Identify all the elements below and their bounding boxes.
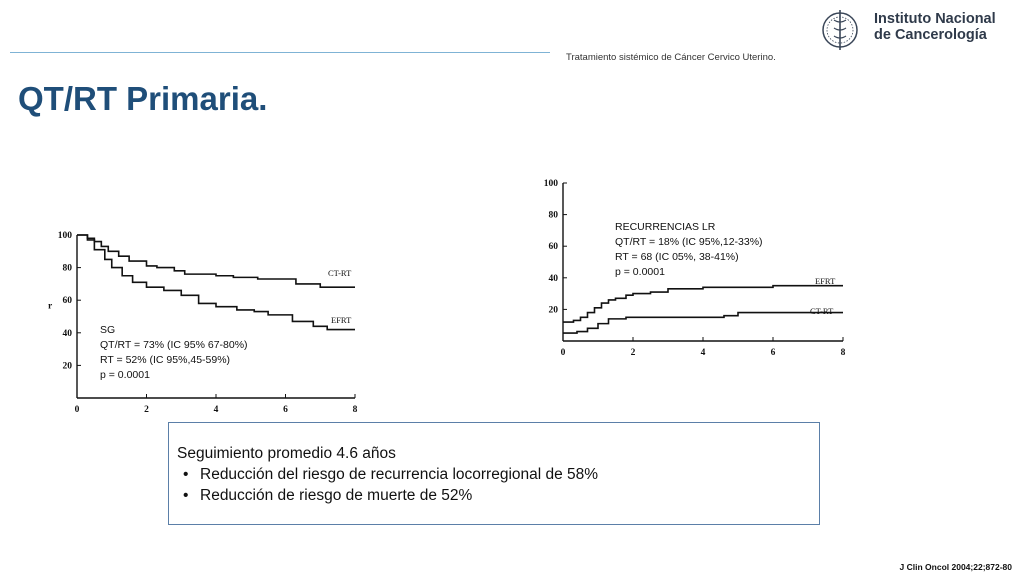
x-tick-label: 2 [144,405,149,415]
series-line-ct-rt [77,234,355,288]
x-tick-label: 6 [283,405,288,415]
y-tick-label: 60 [549,242,559,252]
summary-bullet: Reducción de riesgo de muerte de 52% [177,485,819,506]
survival-annotation: SG QT/RT = 73% (IC 95% 67-80%) RT = 52% … [100,323,248,383]
x-tick-label: 0 [561,348,566,358]
y-tick-label: 20 [63,361,73,371]
caduceus-seal-icon [822,10,858,50]
recurrence-annotation: RECURRENCIAS LR QT/RT = 18% (IC 95%,12-3… [615,220,763,280]
summary-heading: Seguimiento promedio 4.6 años [177,445,396,462]
y-tick-label: 100 [58,231,73,241]
institution-name-line1: Instituto Nacional [874,11,996,27]
x-tick-label: 4 [701,348,706,358]
header-rule [10,52,550,53]
recurrence-chart: 20 40 60 80 100 0 2 4 6 8 EFRT CT-RT [544,179,846,358]
y-tick-label: 40 [63,329,73,339]
x-tick-label: 0 [75,405,80,415]
recurrence-annotation-line: RECURRENCIAS LR [615,221,716,233]
summary-list: Reducción del riesgo de recurrencia loco… [177,464,819,506]
survival-chart: 20 40 60 80 100 0 2 4 6 8 r CT-RT EFRT [48,231,358,415]
institution-logo: Instituto Nacional de Cancerología [820,6,1010,52]
survival-annotation-line: SG [100,324,116,336]
survival-annotation-line: QT/RT = 73% (IC 95% 67-80%) [100,339,248,351]
x-tick-label: 6 [771,348,776,358]
y-tick-label: 20 [549,305,559,315]
slide-subtitle: Tratamiento sistémico de Cáncer Cervico … [566,52,776,63]
page-title: QT/RT Primaria. [18,80,268,117]
x-tick-label: 8 [353,405,358,415]
y-tick-label: 100 [544,179,559,189]
series-label-ct-rt: CT-RT [810,306,834,316]
recurrence-annotation-line: QT/RT = 18% (IC 95%,12-33%) [615,236,763,248]
recurrence-annotation-line: RT = 68 (IC 05%, 38-41%) [615,251,739,263]
summary-bullet: Reducción del riesgo de recurrencia loco… [177,464,819,485]
series-label-efrt: EFRT [815,276,836,286]
y-tick-label: 80 [549,211,559,221]
y-tick-label: 60 [63,296,73,306]
x-tick-label: 4 [214,405,219,415]
series-label-ct-rt: CT-RT [328,268,352,278]
x-tick-label: 8 [841,348,846,358]
y-tick-label: 80 [63,264,73,274]
series-label-efrt: EFRT [331,315,352,325]
survival-annotation-line: p = 0.0001 [100,369,150,381]
series-line-ct-rt [563,311,843,334]
y-axis-mark: r [48,301,53,311]
series-line-efrt [77,234,355,331]
summary-box: Seguimiento promedio 4.6 años Reducción … [168,422,820,525]
survival-annotation-line: RT = 52% (IC 95%,45-59%) [100,354,231,366]
institution-name-line2: de Cancerología [874,27,987,43]
series-line-efrt [563,284,843,323]
institution-name: Instituto Nacional de Cancerología [874,11,996,43]
citation: J Clin Oncol 2004;22;872-80 [899,562,1012,572]
y-tick-label: 40 [549,274,559,284]
x-tick-label: 2 [631,348,636,358]
recurrence-annotation-line: p = 0.0001 [615,266,665,278]
